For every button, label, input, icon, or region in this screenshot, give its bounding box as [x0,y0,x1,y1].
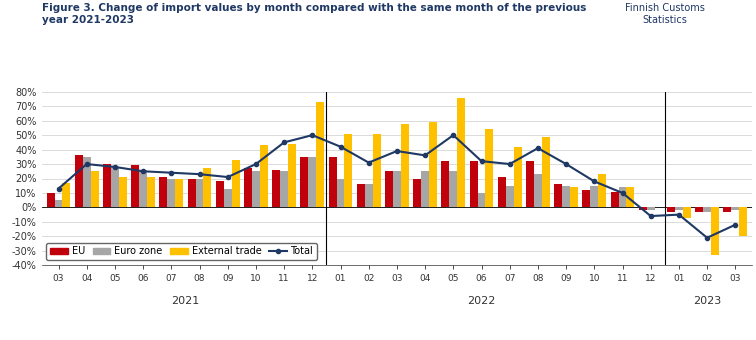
Bar [139,170,147,207]
Bar [611,191,618,207]
Bar [260,145,268,207]
Bar [449,171,457,207]
Bar [598,174,606,207]
Bar [513,147,522,207]
Bar [421,171,429,207]
Bar [252,171,260,207]
Bar [300,157,308,207]
Bar [582,190,590,207]
Bar [442,161,449,207]
Text: 2022: 2022 [467,296,496,306]
Bar [175,178,183,207]
Bar [82,157,91,207]
Bar [542,137,550,207]
Bar [618,187,627,207]
Bar [667,207,675,212]
Bar [244,168,252,207]
Bar [196,178,203,207]
Bar [554,184,562,207]
Bar [639,207,646,210]
Bar [562,186,570,207]
Bar [703,207,711,212]
Bar [75,155,82,207]
Bar [590,186,598,207]
Bar [272,170,280,207]
Bar [91,171,98,207]
Bar [231,160,240,207]
Bar [711,207,719,255]
Bar [429,122,437,207]
Bar [401,124,409,207]
Bar [167,178,175,207]
Bar [203,168,212,207]
Bar [336,178,345,207]
Bar [224,189,231,207]
Bar [485,130,494,207]
Bar [132,166,139,207]
Bar [357,184,364,207]
Text: Figure 3. Change of import values by month compared with the same month of the p: Figure 3. Change of import values by mon… [42,3,586,25]
Bar [216,182,224,207]
Bar [498,177,506,207]
Bar [103,164,111,207]
Bar [345,134,352,207]
Bar [739,207,747,236]
Bar [373,134,380,207]
Bar [329,157,336,207]
Bar [385,171,393,207]
Bar [683,207,691,218]
Bar [316,102,324,207]
Bar [723,207,731,212]
Bar [506,186,513,207]
Bar [526,161,534,207]
Bar [160,177,167,207]
Bar [469,161,478,207]
Bar [119,177,127,207]
Bar [534,174,542,207]
Bar [393,171,401,207]
Bar [364,184,373,207]
Bar [47,193,54,207]
Bar [288,144,296,207]
Bar [54,200,63,207]
Bar [187,178,196,207]
Text: Finnish Customs
Statistics: Finnish Customs Statistics [625,3,705,25]
Bar [63,183,70,207]
Bar [414,178,421,207]
Legend: EU, Euro zone, External trade, Total: EU, Euro zone, External trade, Total [46,242,317,260]
Bar [627,187,634,207]
Text: 2023: 2023 [693,296,721,306]
Text: 2021: 2021 [172,296,200,306]
Bar [111,167,119,207]
Bar [280,171,288,207]
Bar [478,193,485,207]
Bar [696,207,703,212]
Bar [147,177,155,207]
Bar [731,207,739,210]
Bar [646,207,655,210]
Bar [308,157,316,207]
Bar [675,207,683,210]
Bar [570,187,578,207]
Bar [457,98,465,207]
